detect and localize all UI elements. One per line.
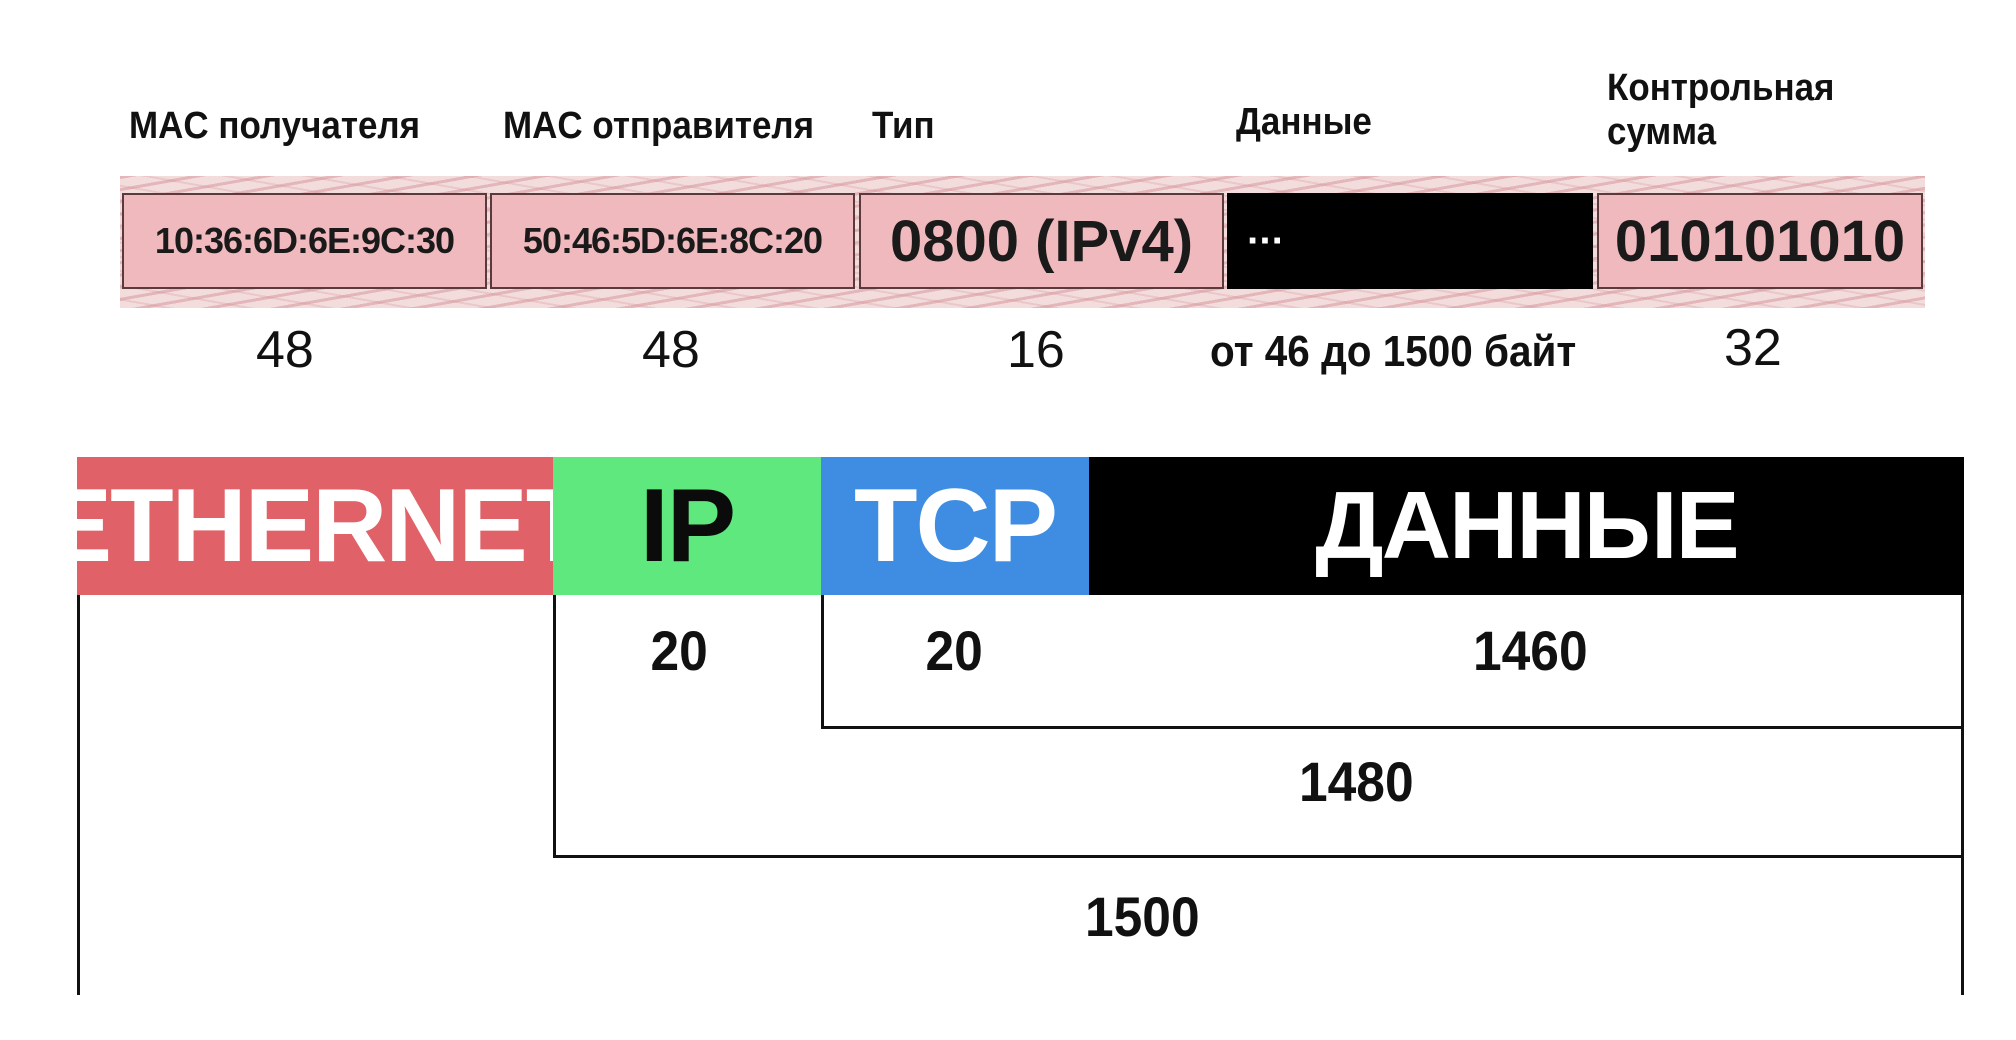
header-checksum-line2: сумма <box>1607 111 1717 153</box>
header-data: Данные <box>1236 101 1372 143</box>
size-ip-header: 20 <box>650 619 708 682</box>
segment-ip: IP <box>553 457 821 595</box>
bracket-ethernet-left <box>77 595 80 995</box>
size-data: от 46 до 1500 байт <box>1210 327 1577 376</box>
size-checksum: 32 <box>1724 319 1782 377</box>
segment-ip-label: IP <box>639 467 736 584</box>
segment-ethernet: ETHERNET <box>77 457 553 595</box>
size-type: 16 <box>1007 321 1065 379</box>
segment-tcp: TCP <box>821 457 1089 595</box>
segment-tcp-label: TCP <box>854 467 1058 584</box>
size-tcp-header: 20 <box>925 619 983 682</box>
field-checksum-value: 010101010 <box>1614 208 1906 274</box>
size-ip-packet: 1500 <box>1084 885 1200 948</box>
header-dst-mac: MAC получателя <box>129 105 421 147</box>
segment-ethernet-label: ETHERNET <box>77 467 553 584</box>
header-src-mac: MAC отправителя <box>503 105 815 147</box>
size-src-mac: 48 <box>642 321 700 379</box>
field-src-mac-value: 50:46:5D:6E:8C:20 <box>522 220 823 261</box>
bracket-ip-left <box>553 595 556 858</box>
bracket-ip-bottom <box>553 855 1964 858</box>
field-type-value: 0800 (IPv4) <box>889 208 1194 274</box>
header-type: Тип <box>872 105 935 147</box>
segment-data-label: ДАННЫЕ <box>1315 472 1739 579</box>
size-tcp-segment: 1480 <box>1298 750 1414 813</box>
bracket-right <box>1961 595 1964 995</box>
bracket-tcp-bottom <box>821 726 1964 729</box>
field-type: 0800 (IPv4) <box>859 193 1224 289</box>
field-checksum: 010101010 <box>1597 193 1923 289</box>
segment-data: ДАННЫЕ <box>1089 457 1964 595</box>
bracket-tcp-left <box>821 595 824 729</box>
field-dst-mac: 10:36:6D:6E:9C:30 <box>122 193 487 289</box>
size-payload: 1460 <box>1472 619 1588 682</box>
field-data-value: ··· <box>1247 218 1285 263</box>
field-src-mac: 50:46:5D:6E:8C:20 <box>490 193 855 289</box>
header-checksum: Контрольная сумма <box>1607 66 1834 154</box>
size-dst-mac: 48 <box>256 321 314 379</box>
field-dst-mac-value: 10:36:6D:6E:9C:30 <box>154 220 455 261</box>
header-checksum-line1: Контрольная <box>1607 67 1835 109</box>
field-data: ··· <box>1227 193 1593 289</box>
